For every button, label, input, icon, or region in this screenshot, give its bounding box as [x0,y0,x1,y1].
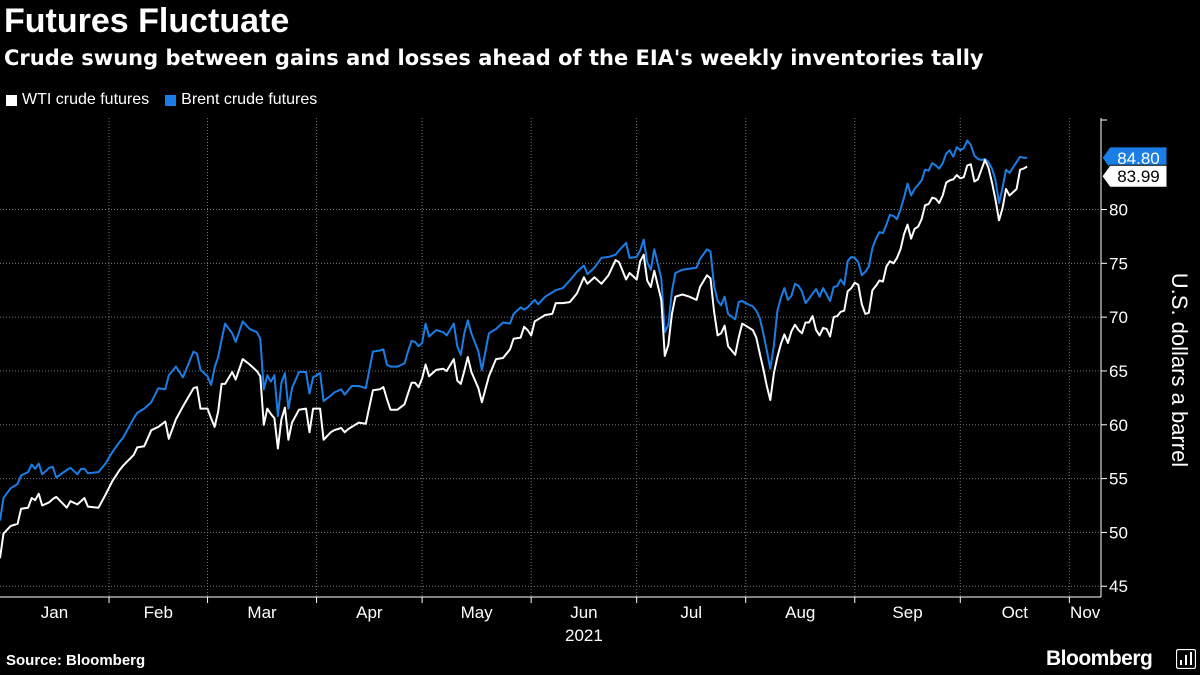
legend-swatch-wti [6,94,17,106]
y-tick-label: 70 [1109,308,1128,327]
chart-title: Futures Fluctuate [4,2,290,40]
x-tick-label: Mar [247,603,277,622]
legend-label-brent: Brent crude futures [181,91,318,108]
chart-subtitle: Crude swung between gains and losses ahe… [4,46,984,70]
y-tick-label: 60 [1109,416,1128,435]
x-tick-label: Oct [1002,603,1029,622]
legend-label-wti: WTI crude futures [22,91,150,108]
series-line-brent [0,139,1028,521]
x-tick-label: Aug [785,603,815,622]
x-tick-label: Apr [356,603,383,622]
x-axis-year-label: 2021 [565,626,603,645]
y-tick-label: 55 [1109,470,1128,489]
y-tick-label: 65 [1109,362,1128,381]
source-note: Source: Bloomberg [6,652,146,669]
x-tick-label: Jun [570,603,597,622]
x-tick-label: Jul [680,603,702,622]
x-tick-label: May [461,603,494,622]
last-value-brent-label: 84.80 [1117,149,1160,168]
last-value-wti-box [1101,164,1168,188]
legend: WTI crude futures Brent crude futures [6,91,333,109]
brand-logo: Bloomberg [1046,647,1153,670]
legend-item-brent: Brent crude futures [165,91,317,109]
x-tick-label: Feb [144,603,173,622]
last-value-wti-label: 83.99 [1117,167,1160,186]
y-tick-label: 45 [1109,577,1128,596]
x-tick-label: Jan [41,603,68,622]
y-tick-label: 75 [1109,254,1128,273]
legend-swatch-brent [165,94,177,106]
y-tick-label: 80 [1109,200,1128,219]
x-tick-label: Sep [892,603,922,622]
y-axis-title: U.S. dollars a barrel [1167,273,1192,467]
legend-item-wti: WTI crude futures [6,91,149,109]
y-tick-label: 50 [1109,523,1128,542]
brand-chart-icon [1176,649,1196,669]
series-line-wti [0,159,1028,559]
x-tick-label: Nov [1070,603,1101,622]
